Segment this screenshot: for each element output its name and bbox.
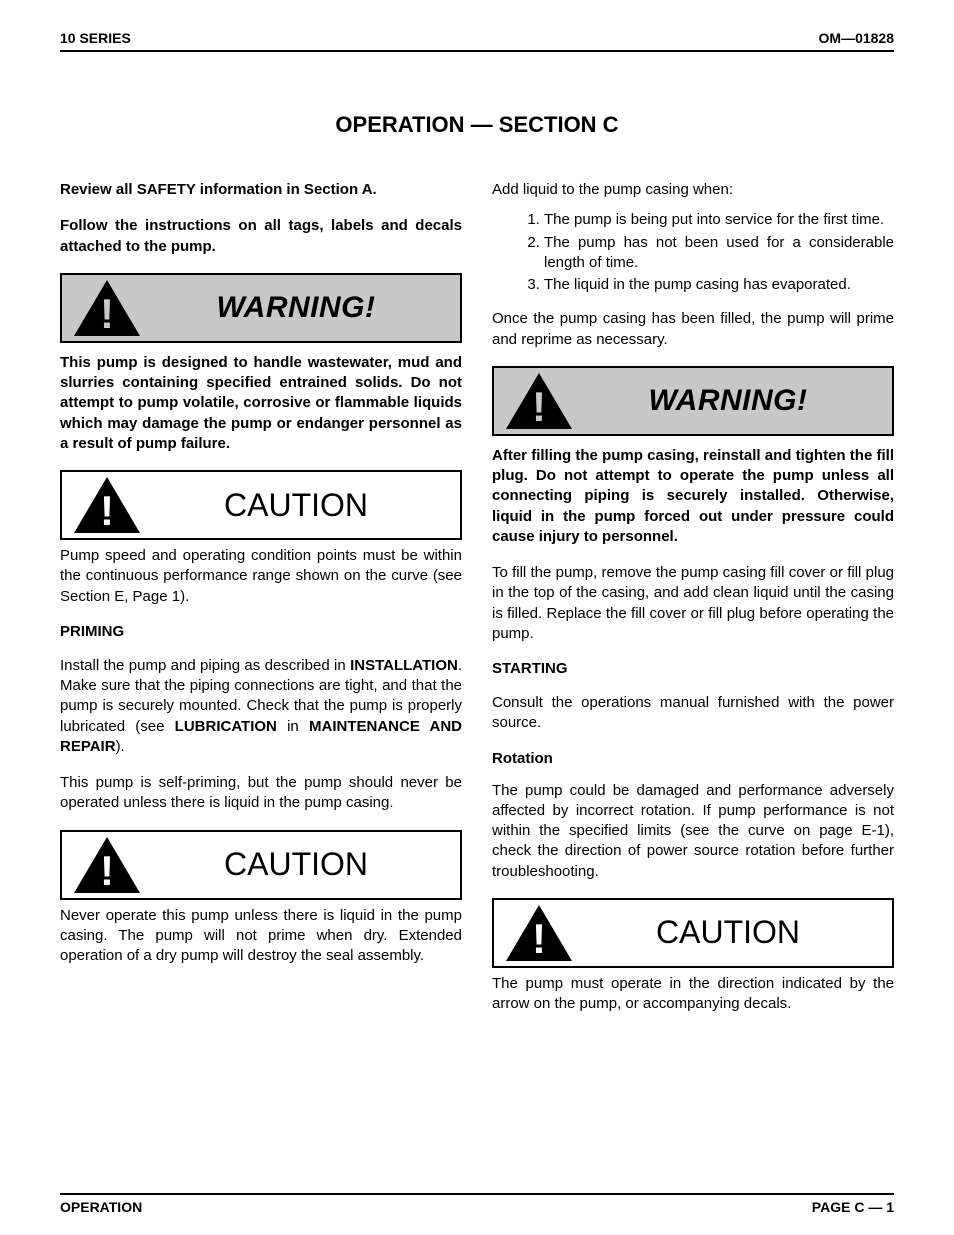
- priming-p1-a: Install the pump and piping as described…: [60, 657, 350, 674]
- prime-reprime: Once the pump casing has been filled, th…: [492, 309, 894, 350]
- intro-tags: Follow the instructions on all tags, lab…: [60, 216, 462, 257]
- warning-label-1: WARNING!: [142, 291, 450, 325]
- caution-triangle-icon: !: [72, 475, 142, 535]
- caution-box-2: ! CAUTION: [60, 830, 462, 900]
- rotation-para: The pump could be damaged and performanc…: [492, 781, 894, 882]
- section-title: OPERATION — SECTION C: [60, 112, 894, 138]
- priming-para-2: This pump is self-priming, but the pump …: [60, 773, 462, 814]
- caution-label-2: CAUTION: [142, 846, 450, 883]
- list-item: The liquid in the pump casing has evapo­…: [544, 275, 894, 295]
- header-docnum: OM—01828: [819, 30, 894, 46]
- priming-heading: PRIMING: [60, 623, 462, 640]
- add-liquid-list: The pump is being put into service for t…: [492, 210, 894, 295]
- caution-text-2: Never operate this pump unless there is …: [60, 906, 462, 967]
- priming-p1-b: IN­STALLATION: [350, 657, 458, 674]
- caution-box-3: ! CAUTION: [492, 898, 894, 968]
- priming-p1-g: ).: [116, 738, 125, 755]
- svg-text:!: !: [100, 290, 114, 337]
- caution-text-1: Pump speed and operating condition point…: [60, 546, 462, 607]
- starting-heading: STARTING: [492, 660, 894, 677]
- warning-label-2: WARNING!: [574, 384, 882, 418]
- header-series: 10 SERIES: [60, 30, 131, 46]
- warning-box-2: ! WARNING!: [492, 366, 894, 436]
- caution-box-1: ! CAUTION: [60, 470, 462, 540]
- svg-text:!: !: [100, 847, 114, 894]
- page-header: 10 SERIES OM—01828: [60, 30, 894, 52]
- priming-para-1: Install the pump and piping as described…: [60, 656, 462, 757]
- list-item: The pump has not been used for a conside…: [544, 233, 894, 274]
- rotation-heading: Rotation: [492, 750, 894, 767]
- priming-p1-e: in: [277, 718, 309, 735]
- caution-triangle-icon: !: [504, 903, 574, 963]
- priming-p1-d: LUBRICATION: [175, 718, 277, 735]
- caution-label-1: CAUTION: [142, 487, 450, 524]
- svg-text:!: !: [532, 915, 546, 962]
- right-column: Add liquid to the pump casing when: The …: [492, 180, 894, 1014]
- caution-text-3: The pump must operate in the direction i…: [492, 974, 894, 1015]
- warning-text-2: After filling the pump casing, reinstall…: [492, 446, 894, 547]
- fill-pump: To fill the pump, remove the pump casing…: [492, 563, 894, 644]
- svg-text:!: !: [100, 487, 114, 534]
- intro-safety: Review all SAFETY information in Section…: [60, 180, 462, 200]
- left-column: Review all SAFETY information in Section…: [60, 180, 462, 1014]
- warning-triangle-icon: !: [72, 278, 142, 338]
- starting-para: Consult the operations manual furnished …: [492, 693, 894, 734]
- svg-text:!: !: [532, 383, 546, 430]
- warning-triangle-icon: !: [504, 371, 574, 431]
- caution-label-3: CAUTION: [574, 914, 882, 951]
- add-liquid-intro: Add liquid to the pump casing when:: [492, 180, 894, 200]
- warning-box-1: ! WARNING!: [60, 273, 462, 343]
- warning-text-1: This pump is designed to handle waste­wa…: [60, 353, 462, 454]
- page-footer: OPERATION PAGE C — 1: [60, 1193, 894, 1215]
- footer-section: OPERATION: [60, 1199, 142, 1215]
- content-columns: Review all SAFETY information in Section…: [60, 180, 894, 1014]
- footer-pagenum: PAGE C — 1: [812, 1199, 894, 1215]
- list-item: The pump is being put into service for t…: [544, 210, 894, 230]
- caution-triangle-icon: !: [72, 835, 142, 895]
